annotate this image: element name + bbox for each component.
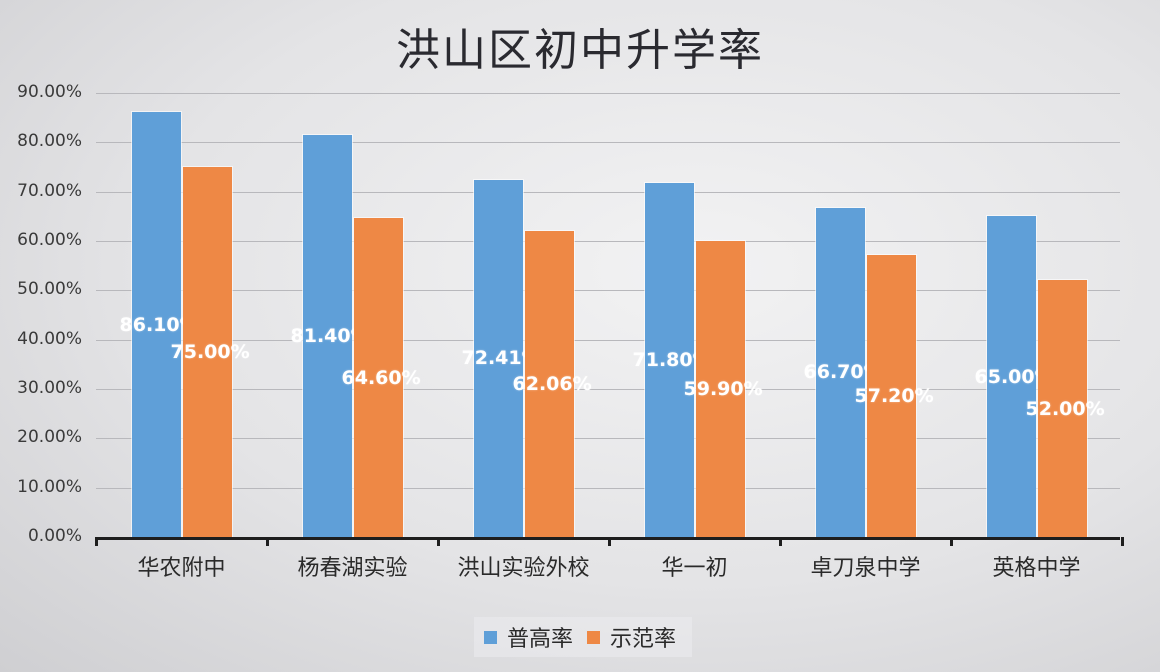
x-category-label: 杨春湖实验 (297, 556, 408, 581)
gridline (96, 487, 1120, 489)
gridline (96, 142, 1120, 144)
y-tick-label: 70.00% (17, 180, 82, 201)
data-label: 72.41% (461, 347, 541, 370)
x-tick (1121, 537, 1124, 546)
gridline (96, 389, 1120, 390)
chart-title: 洪山区初中升学率 (396, 25, 764, 76)
data-label: 75.00% (170, 341, 250, 363)
gridline (96, 93, 1120, 94)
bar-pugao (986, 216, 1036, 537)
x-tick (95, 537, 98, 546)
x-tick (950, 537, 953, 546)
data-label: 81.40% (290, 325, 370, 348)
legend-label: 示范率 (610, 627, 677, 652)
data-label: 66.70% (803, 361, 883, 384)
x-tick (266, 537, 269, 546)
y-tick-label: 10.00% (17, 476, 82, 497)
legend-item: 普高率 (484, 621, 573, 653)
gridline (96, 191, 1120, 193)
data-label: 52.00% (1025, 397, 1105, 420)
x-tick (608, 537, 611, 546)
bar-shifan (1037, 280, 1087, 537)
y-tick-label: 20.00% (17, 427, 82, 448)
data-label: 57.20% (854, 384, 934, 407)
legend-item: 示范率 (587, 621, 676, 653)
y-tick-label: 0.00% (27, 526, 82, 546)
bar-shifan (182, 167, 232, 537)
x-tick (779, 537, 782, 546)
y-tick-label: 50.00% (17, 279, 82, 300)
legend: 普高率 示范率 (474, 617, 693, 657)
data-label: 65.00% (974, 365, 1054, 388)
gridline (96, 290, 1120, 292)
x-category-label: 洪山实验外校 (457, 556, 590, 581)
bar-shifan (353, 218, 403, 537)
bar-pugao (131, 112, 181, 537)
data-label: 59.90% (683, 378, 763, 401)
bar-pugao (815, 207, 865, 537)
data-label: 62.06% (512, 372, 592, 395)
bar-shifan (866, 254, 916, 537)
y-tick-label: 90.00% (17, 82, 82, 102)
y-tick-label: 80.00% (17, 131, 82, 152)
legend-swatch-icon (484, 630, 497, 644)
data-label: 71.80% (632, 348, 712, 371)
x-category-label: 华一初 (661, 556, 728, 581)
y-tick-label: 60.00% (17, 230, 82, 250)
legend-swatch-icon (587, 630, 601, 644)
gridline (96, 438, 1120, 440)
data-label: 64.60% (341, 366, 421, 389)
bar-pugao (473, 179, 523, 537)
bar-shifan (695, 241, 745, 537)
bar-pugao (302, 135, 352, 537)
gridline (96, 339, 1120, 341)
y-tick-label: 30.00% (17, 378, 82, 398)
x-tick (437, 537, 440, 546)
x-axis-line (96, 537, 1120, 540)
legend-label: 普高率 (507, 627, 574, 652)
gridline (96, 241, 1120, 242)
x-category-label: 华农附中 (137, 556, 226, 581)
bar-shifan (524, 230, 574, 537)
data-label: 86.10% (119, 313, 199, 336)
x-category-label: 卓刀泉中学 (810, 556, 921, 581)
bar-pugao (644, 182, 694, 537)
x-category-label: 英格中学 (992, 556, 1081, 581)
y-tick-label: 40.00% (17, 328, 82, 349)
